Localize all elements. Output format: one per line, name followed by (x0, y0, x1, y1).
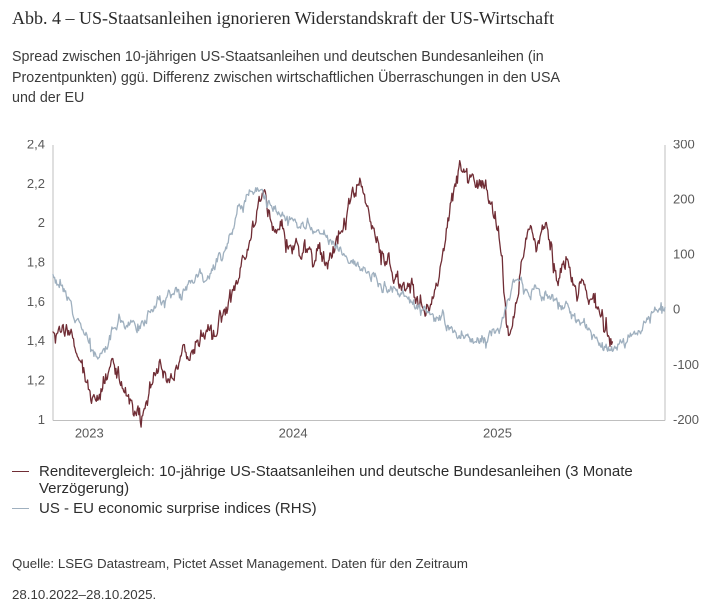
svg-text:2: 2 (38, 215, 45, 230)
svg-text:2,4: 2,4 (27, 140, 45, 151)
svg-text:1,8: 1,8 (27, 255, 45, 270)
svg-text:1,2: 1,2 (27, 373, 45, 388)
svg-text:2024: 2024 (279, 426, 308, 441)
svg-text:1,4: 1,4 (27, 333, 45, 348)
svg-text:200: 200 (673, 192, 695, 207)
svg-text:-100: -100 (673, 357, 699, 372)
svg-text:0: 0 (673, 302, 680, 317)
svg-text:300: 300 (673, 140, 695, 151)
svg-text:100: 100 (673, 247, 695, 262)
svg-text:1,6: 1,6 (27, 294, 45, 309)
svg-text:-200: -200 (673, 412, 699, 427)
svg-text:2025: 2025 (483, 426, 512, 441)
svg-text:1: 1 (38, 412, 45, 427)
svg-text:2,2: 2,2 (27, 176, 45, 191)
svg-text:2023: 2023 (75, 426, 104, 441)
